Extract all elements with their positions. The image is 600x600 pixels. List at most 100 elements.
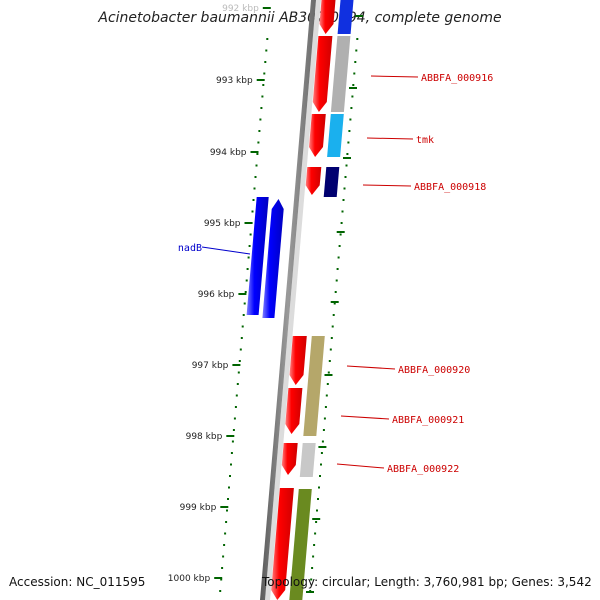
scale-dot-left bbox=[240, 337, 243, 339]
scale-dot-left bbox=[233, 417, 236, 420]
scale-dot-right bbox=[331, 325, 334, 328]
scale-dot-right bbox=[335, 279, 338, 282]
scale-dot-left bbox=[263, 72, 266, 75]
category-block[interactable] bbox=[299, 443, 316, 477]
scale-dot-left bbox=[237, 371, 240, 374]
genes-value: 3,542 bbox=[557, 575, 592, 589]
scale-dot-right bbox=[347, 141, 350, 144]
topology-value: circular bbox=[321, 575, 367, 589]
cds-forward-arrow[interactable] bbox=[285, 388, 303, 434]
tick-label: 995 kbp bbox=[204, 219, 241, 229]
scale-dot-right bbox=[351, 95, 354, 98]
scale-dot-right bbox=[315, 521, 318, 523]
tick-label: 1000 kbp bbox=[168, 574, 211, 584]
scale-dot-right bbox=[343, 187, 346, 190]
scale-dot-right bbox=[316, 509, 318, 512]
scale-dot-left bbox=[242, 314, 245, 316]
gene-label[interactable]: ABBFA_000921 bbox=[392, 415, 464, 426]
gene-leader-line bbox=[366, 137, 414, 140]
scale-dot-left bbox=[256, 153, 259, 155]
scale-dot-left bbox=[245, 279, 248, 282]
category-block[interactable] bbox=[323, 167, 340, 197]
scale-dot-right bbox=[349, 118, 352, 121]
scale-dot-left bbox=[220, 578, 223, 581]
scale-dot-right bbox=[314, 532, 317, 535]
scale-dot-right bbox=[311, 567, 314, 569]
scale-dot-left bbox=[249, 233, 252, 236]
scale-dot-left bbox=[223, 544, 226, 546]
gene-label[interactable]: nadB bbox=[178, 243, 202, 254]
cds-reverse-block[interactable] bbox=[246, 197, 269, 315]
scale-dot-right bbox=[356, 38, 359, 40]
gene-label[interactable]: ABBFA_000918 bbox=[414, 182, 486, 193]
gene-label[interactable]: tmk bbox=[416, 135, 434, 146]
scale-dot-right bbox=[350, 107, 353, 109]
cds-forward-arrow[interactable] bbox=[271, 488, 294, 600]
accession-label: Accession: bbox=[9, 575, 73, 589]
tick-label: 997 kbp bbox=[192, 361, 229, 371]
scale-dot-left bbox=[236, 383, 239, 385]
scale-dot-left bbox=[258, 130, 261, 132]
tick-label: 999 kbp bbox=[180, 503, 217, 513]
scale-dot-left bbox=[230, 463, 232, 466]
map-title: Acinetobacter baumannii AB307-0294, comp… bbox=[98, 10, 502, 26]
cds-forward-arrow[interactable] bbox=[309, 114, 326, 157]
cds-forward-arrow[interactable] bbox=[305, 167, 322, 195]
category-block[interactable] bbox=[337, 0, 354, 34]
tick-label: 998 kbp bbox=[186, 432, 223, 442]
scale-dot-right bbox=[344, 176, 347, 178]
scale-dot-left bbox=[246, 268, 249, 270]
scale-dot-right bbox=[329, 348, 332, 351]
scale-dot-left bbox=[254, 176, 257, 178]
cds-forward-arrow[interactable] bbox=[281, 443, 298, 475]
gene-leader-line bbox=[201, 246, 251, 255]
tick-label: 994 kbp bbox=[210, 148, 247, 158]
scale-dot-right bbox=[319, 475, 321, 477]
category-block[interactable] bbox=[289, 489, 312, 600]
scale-dot-right bbox=[337, 256, 340, 259]
scale-dot-right bbox=[325, 394, 328, 397]
scale-dot-right bbox=[352, 84, 355, 86]
accession-info: Accession: NC_011595 bbox=[9, 575, 145, 589]
scale-dot-right bbox=[341, 210, 344, 213]
cds-reverse-arrow[interactable] bbox=[262, 199, 284, 318]
scale-dot-right bbox=[322, 429, 325, 431]
tick-label: 992 kbp bbox=[222, 4, 259, 14]
scale-dot-left bbox=[239, 348, 242, 351]
scale-dot-right bbox=[310, 578, 313, 581]
gene-label[interactable]: ABBFA_000920 bbox=[398, 365, 470, 376]
category-block[interactable] bbox=[327, 114, 344, 157]
scale-dot-left bbox=[264, 61, 267, 63]
genome-backbone bbox=[260, 0, 316, 600]
cds-forward-arrow[interactable] bbox=[319, 0, 336, 34]
scale-dot-right bbox=[345, 164, 348, 167]
scale-dot-right bbox=[324, 406, 327, 408]
gene-label[interactable]: ABBFA_000922 bbox=[387, 464, 459, 475]
cds-forward-arrow[interactable] bbox=[289, 336, 307, 385]
scale-dot-left bbox=[228, 486, 230, 489]
scale-dot-right bbox=[346, 153, 349, 155]
scale-dot-left bbox=[259, 118, 262, 121]
scale-dot-left bbox=[257, 141, 260, 144]
gene-label[interactable]: ABBFA_000916 bbox=[421, 73, 493, 84]
scale-dot-left bbox=[266, 38, 269, 40]
scale-dot-right bbox=[340, 222, 343, 224]
scale-dot-left bbox=[222, 555, 225, 558]
scale-dot-right bbox=[320, 463, 322, 466]
cds-forward-arrow[interactable] bbox=[312, 36, 333, 112]
category-block[interactable] bbox=[303, 336, 325, 436]
scale-dot-left bbox=[260, 107, 263, 109]
scale-dot-left bbox=[232, 429, 235, 431]
length-label: Length: bbox=[374, 575, 420, 589]
scale-dot-right bbox=[338, 245, 341, 247]
scale-dot-left bbox=[243, 302, 246, 305]
scale-dot-right bbox=[334, 291, 337, 293]
category-block[interactable] bbox=[330, 36, 351, 112]
scale-dot-left bbox=[265, 49, 268, 52]
scale-dot-right bbox=[327, 371, 330, 374]
backbone-shadow bbox=[265, 0, 321, 600]
gene-leader-line bbox=[346, 365, 396, 370]
scale-dot-right bbox=[353, 72, 356, 75]
gene-leader-line bbox=[336, 463, 385, 469]
